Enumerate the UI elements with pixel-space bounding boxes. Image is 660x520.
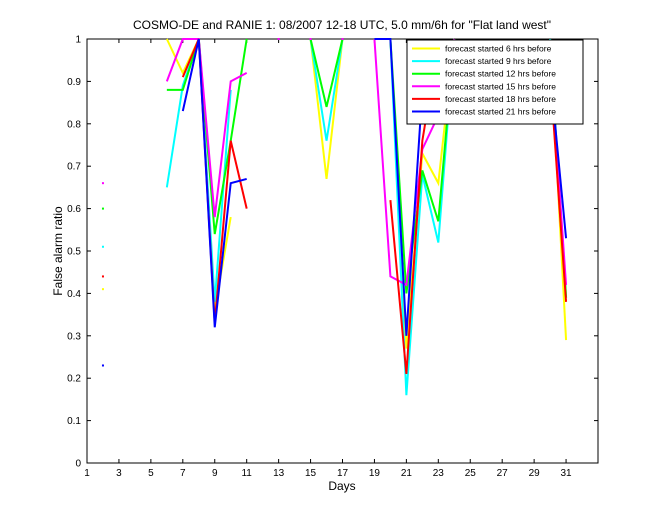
x-tick-label: 29 xyxy=(529,468,541,479)
x-tick-label: 3 xyxy=(116,468,122,479)
y-tick-label: 0.6 xyxy=(67,204,81,215)
series-line xyxy=(309,38,344,180)
legend-box xyxy=(406,39,584,125)
chart-title: COSMO-DE and RANIE 1: 08/2007 12-18 UTC,… xyxy=(133,18,551,32)
y-tick-label: 0.5 xyxy=(67,247,81,258)
x-tick-label: 21 xyxy=(401,468,413,479)
x-tick-label: 19 xyxy=(369,468,381,479)
x-tick-label: 23 xyxy=(433,468,445,479)
legend-entry-label: forecast started 12 hrs before xyxy=(445,69,556,79)
y-tick-label: 0.9 xyxy=(67,77,81,88)
series-line xyxy=(165,38,248,218)
x-tick-label: 7 xyxy=(180,468,186,479)
x-tick-label: 11 xyxy=(241,468,252,479)
x-tick-label: 1 xyxy=(84,468,90,479)
y-tick-label: 0.3 xyxy=(67,331,81,342)
y-tick-label: 0.4 xyxy=(67,289,81,300)
axis-ticks: 1 3 5 7 9 11 13 15 17 19 21 23 25 27 29 3100.10.20.30.4… xyxy=(67,35,598,479)
legend-entry-label: forecast started 18 hrs before xyxy=(445,94,556,104)
y-tick-label: 1 xyxy=(75,35,81,46)
series-line xyxy=(309,38,344,141)
x-axis-label: Days xyxy=(328,479,355,493)
y-axis-label: False alarm ratio xyxy=(51,206,65,296)
x-tick-label: 9 xyxy=(212,468,218,479)
series-line xyxy=(309,38,344,108)
x-tick-label: 27 xyxy=(497,468,509,479)
y-tick-label: 0 xyxy=(75,459,81,470)
x-tick-label: 31 xyxy=(561,468,573,479)
x-tick-label: 5 xyxy=(148,468,154,479)
x-tick-label: 13 xyxy=(273,468,285,479)
y-tick-label: 0.8 xyxy=(67,119,81,130)
x-tick-label: 15 xyxy=(305,468,317,479)
legend-entry-label: forecast started 21 hrs before xyxy=(445,107,556,117)
legend-entry-label: forecast started 15 hrs before xyxy=(445,81,556,91)
x-tick-label: 17 xyxy=(337,468,349,479)
series-line xyxy=(181,38,247,328)
legend-entry-label: forecast started 9 hrs before xyxy=(445,56,552,66)
y-tick-label: 0.7 xyxy=(67,162,81,173)
legend: forecast started 6 hrs before forecast st… xyxy=(406,39,584,125)
y-tick-label: 0.1 xyxy=(67,416,81,427)
y-tick-label: 0.2 xyxy=(67,374,81,385)
legend-entry-label: forecast started 6 hrs before xyxy=(445,44,552,54)
x-tick-label: 25 xyxy=(465,468,477,479)
